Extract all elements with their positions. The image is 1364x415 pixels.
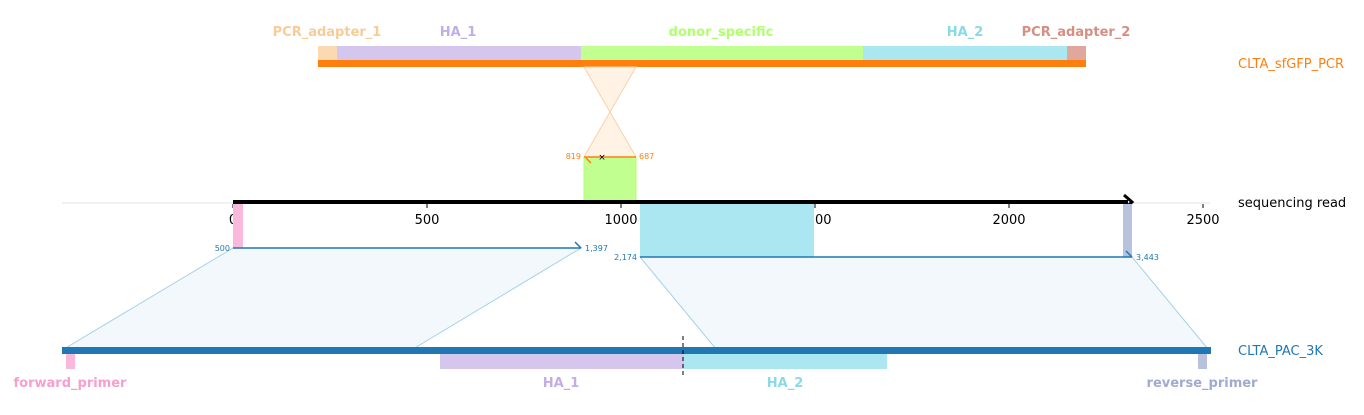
top-feature-ha-1: [337, 46, 581, 60]
top-feature-label-pcr-adapter-2: PCR_adapter_2: [1022, 25, 1131, 40]
bottom-alignment-arrow-2: [1125, 250, 1133, 258]
read-tick-label-500: 500: [415, 213, 440, 228]
bottom-alignment-1-start-label: 500: [215, 244, 230, 253]
top-alignment-crossed-band: [583, 66, 637, 158]
bottom-alignment-1-end-label: 1,397: [585, 244, 608, 253]
bottom-alignment-2-end-label: 3,443: [1136, 253, 1159, 262]
top-feature-pcr-adapter-1: [318, 46, 337, 60]
bottom-alignment-band-2: [638, 256, 1210, 350]
top-feature-label-donor-specific: donor_specific: [669, 25, 774, 40]
bottom-feature-label-forward-primer: forward_primer: [14, 376, 128, 391]
read-ha-2-block: [640, 204, 814, 257]
top-alignment-start-label: 819: [566, 152, 581, 161]
bottom-alignment-bands: 500 1,397 2,174 3,443: [62, 241, 1210, 350]
top-target: PCR_adapter_1 HA_1 donor_specific HA_2 P…: [273, 25, 1344, 72]
read-donor-specific-block: [583, 156, 637, 202]
bottom-alignment-2-start-label: 2,174: [614, 253, 637, 262]
top-alignment-band: × 819 687: [566, 66, 654, 202]
top-alignment-edit-marker: ×: [598, 153, 606, 163]
read-tick-label-1000: 1000: [604, 213, 637, 228]
read-tick-label-2000: 2000: [992, 213, 1025, 228]
read-features: [233, 204, 1132, 257]
top-feature-ha-2: [863, 46, 1067, 60]
bottom-feature-forward-primer: [66, 354, 75, 369]
bottom-alignment-band-1: [62, 247, 583, 350]
bottom-feature-ha-1: [440, 354, 684, 369]
read-reverse-primer-block: [1123, 204, 1132, 257]
bottom-target: forward_primer HA_1 HA_2 reverse_primer …: [14, 336, 1323, 391]
bottom-target-line: [62, 347, 1211, 354]
top-alignment-arrow: [585, 157, 592, 164]
bottom-feature-label-ha-1: HA_1: [543, 376, 580, 391]
top-feature-label-ha-2: HA_2: [947, 25, 984, 40]
bottom-feature-label-reverse-primer: reverse_primer: [1147, 376, 1259, 391]
top-feature-donor-specific: [581, 46, 863, 60]
read-forward-primer-block: [233, 204, 243, 248]
top-target-line: [318, 60, 1086, 67]
read-tick-label-2500: 2500: [1186, 213, 1219, 228]
bottom-feature-label-ha-2: HA_2: [767, 376, 804, 391]
top-feature-label-ha-1: HA_1: [440, 25, 477, 40]
top-feature-pcr-adapter-2: [1067, 46, 1086, 60]
top-target-name: CLTA_sfGFP_PCR: [1238, 57, 1344, 72]
bottom-feature-reverse-primer: [1198, 354, 1207, 369]
bottom-feature-ha-2: [684, 354, 887, 369]
bottom-target-name: CLTA_PAC_3K: [1238, 344, 1323, 359]
read-name: sequencing read: [1238, 196, 1346, 211]
bottom-alignment-arrow-1: [574, 241, 582, 249]
top-alignment-end-label: 687: [639, 152, 654, 161]
top-feature-label-pcr-adapter-1: PCR_adapter_1: [273, 25, 382, 40]
